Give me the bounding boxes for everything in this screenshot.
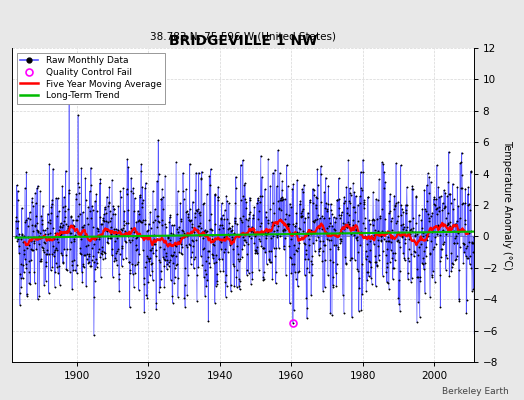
Legend: Raw Monthly Data, Quality Control Fail, Five Year Moving Average, Long-Term Tren: Raw Monthly Data, Quality Control Fail, …	[17, 52, 165, 104]
Y-axis label: Temperature Anomaly (°C): Temperature Anomaly (°C)	[502, 140, 512, 270]
Text: Berkeley Earth: Berkeley Earth	[442, 387, 508, 396]
Title: BRIDGEVILLE 1 NW: BRIDGEVILLE 1 NW	[169, 34, 317, 48]
Text: 38.783 N, 75.596 W (United States): 38.783 N, 75.596 W (United States)	[150, 32, 336, 42]
